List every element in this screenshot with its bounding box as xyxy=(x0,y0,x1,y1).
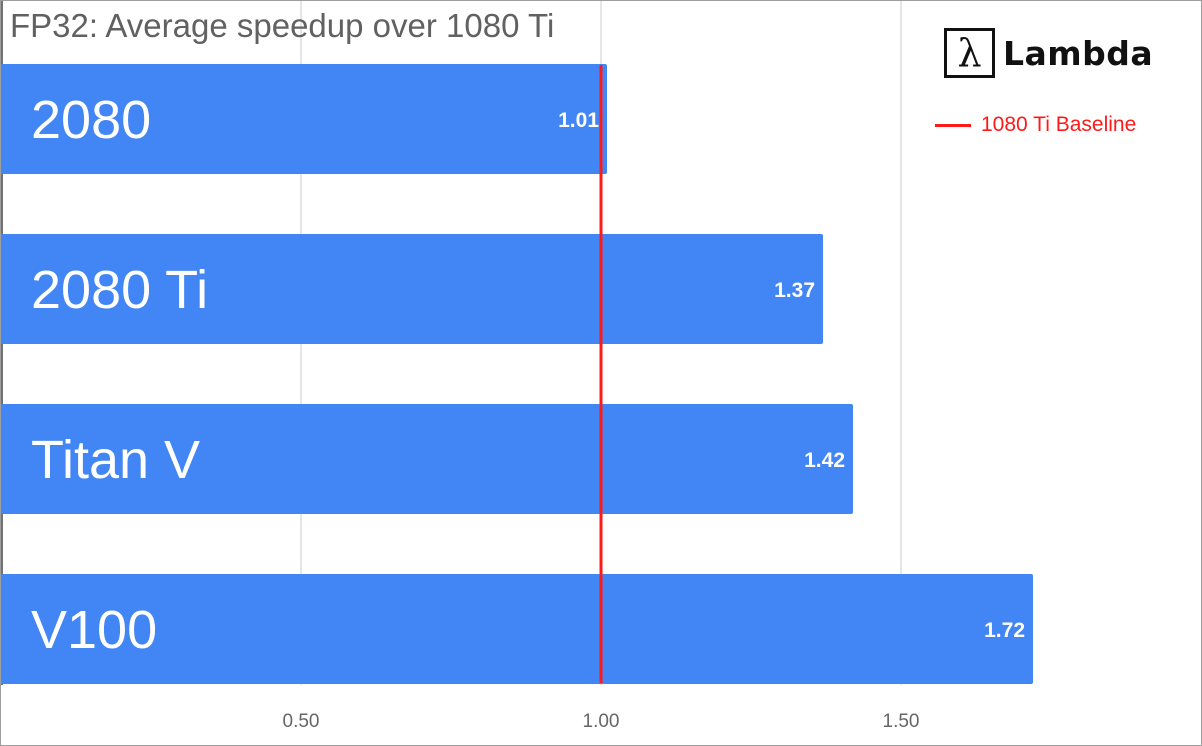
lambda-logo: λ Lambda xyxy=(944,28,1153,78)
x-tick-label: 1.00 xyxy=(583,711,620,732)
bar xyxy=(1,64,607,174)
legend-swatch-baseline xyxy=(935,123,971,127)
bar xyxy=(1,404,853,514)
category-label: V100 xyxy=(31,600,157,660)
data-label: 1.37 xyxy=(774,279,815,302)
category-label: 2080 xyxy=(31,90,151,150)
x-tick-label: 0.50 xyxy=(283,711,320,732)
data-label: 1.72 xyxy=(984,619,1025,642)
legend-label-baseline: 1080 Ti Baseline xyxy=(981,113,1137,136)
lambda-icon: λ xyxy=(944,28,995,78)
logo-text: Lambda xyxy=(1003,33,1154,73)
x-tick-label: 1.50 xyxy=(883,711,920,732)
category-label: 2080 Ti xyxy=(31,260,208,320)
category-label: Titan V xyxy=(31,430,200,490)
legend: 1080 Ti Baseline xyxy=(935,113,1136,137)
bar xyxy=(1,574,1033,684)
bar xyxy=(1,234,823,344)
data-label: 1.01 xyxy=(558,109,599,132)
chart-title: FP32: Average speedup over 1080 Ti xyxy=(10,7,555,44)
data-label: 1.42 xyxy=(804,449,845,472)
